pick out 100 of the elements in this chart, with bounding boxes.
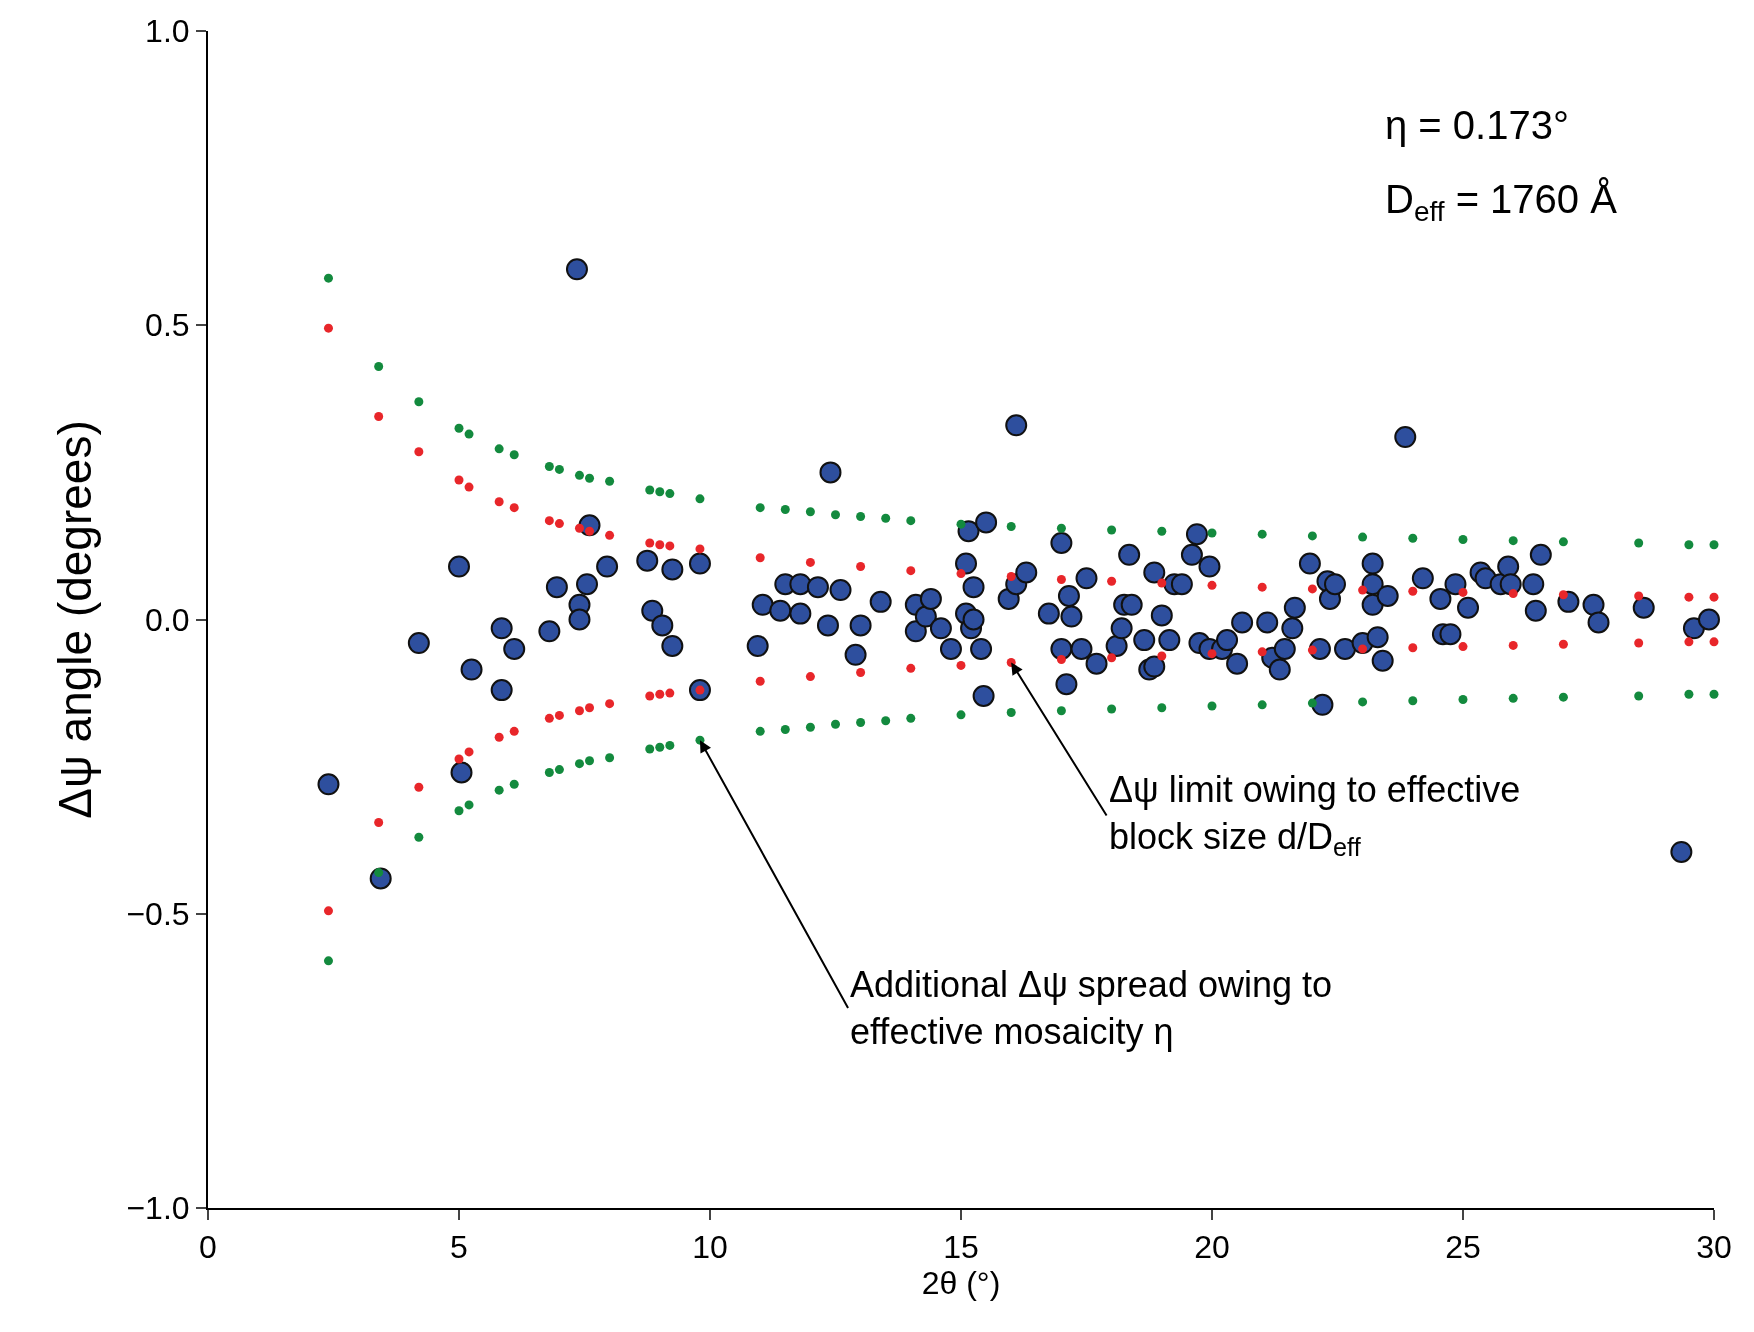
point <box>655 689 665 699</box>
point <box>665 688 675 698</box>
point <box>1207 701 1217 711</box>
point <box>1709 637 1719 647</box>
y-tick-label: 0.5 <box>145 307 190 344</box>
point <box>585 703 595 713</box>
point <box>1684 540 1694 550</box>
x-tick-label: 25 <box>1445 1229 1481 1266</box>
point <box>1408 586 1418 596</box>
annotation: D$_{eff}$ = 1760 Å <box>1385 177 1618 228</box>
point <box>956 569 966 579</box>
point <box>574 759 584 769</box>
point <box>755 503 765 513</box>
point <box>1408 643 1418 653</box>
point <box>1709 689 1719 699</box>
point <box>374 411 384 421</box>
point <box>1709 592 1719 602</box>
point <box>1107 653 1117 663</box>
point <box>906 566 916 576</box>
point <box>856 667 866 677</box>
point <box>1508 589 1518 599</box>
x-tick-label: 30 <box>1696 1229 1732 1266</box>
point <box>831 510 840 520</box>
point <box>554 464 564 474</box>
x-axis-title: 2θ (°) <box>921 1265 1001 1302</box>
point <box>1558 692 1568 702</box>
point <box>1684 689 1694 699</box>
point <box>1107 525 1117 535</box>
point <box>665 740 675 750</box>
point <box>509 726 519 736</box>
annotation: Additional Δψ spread owing to effective mosaicity η <box>850 964 1332 1052</box>
point <box>414 832 424 842</box>
point <box>494 785 504 795</box>
point <box>805 672 815 682</box>
point <box>574 523 584 533</box>
point <box>1358 644 1368 654</box>
point <box>454 475 464 485</box>
point <box>323 906 333 916</box>
point <box>509 450 519 460</box>
point <box>665 541 675 551</box>
point <box>665 489 675 499</box>
point <box>805 722 815 732</box>
point <box>780 504 790 514</box>
point <box>695 544 705 554</box>
point <box>605 530 615 540</box>
point <box>1207 580 1217 590</box>
point <box>1408 533 1418 543</box>
point <box>1107 576 1117 586</box>
point <box>881 513 891 523</box>
point <box>414 447 424 457</box>
point <box>1307 584 1317 594</box>
point <box>655 742 665 752</box>
point <box>956 710 966 720</box>
x-tick-label: 20 <box>1194 1229 1230 1266</box>
point <box>645 538 655 548</box>
point <box>755 726 765 736</box>
point <box>1207 528 1217 538</box>
point <box>1408 696 1418 706</box>
point <box>1006 572 1016 582</box>
point <box>454 423 464 433</box>
point <box>1458 587 1468 597</box>
point <box>554 519 564 529</box>
point <box>1257 647 1267 657</box>
point <box>1634 591 1644 601</box>
point <box>454 806 464 816</box>
point <box>1558 590 1568 600</box>
point <box>509 779 519 789</box>
point <box>831 719 840 729</box>
point <box>805 507 815 517</box>
point <box>374 868 384 878</box>
point <box>374 818 384 828</box>
point <box>414 782 424 792</box>
y-tick-label: 1.0 <box>145 13 190 50</box>
point <box>780 725 790 735</box>
point <box>585 526 595 536</box>
point <box>1358 585 1368 595</box>
point <box>1157 651 1167 661</box>
point <box>585 756 595 766</box>
point <box>655 487 665 497</box>
point <box>494 732 504 742</box>
point <box>509 503 519 513</box>
point <box>1634 638 1644 648</box>
point <box>1458 695 1468 705</box>
point <box>1508 536 1518 546</box>
point <box>906 516 916 526</box>
point <box>956 660 966 670</box>
y-tick-label: −1.0 <box>126 1190 190 1227</box>
point <box>645 485 655 495</box>
point <box>1257 582 1267 592</box>
point <box>1684 592 1694 602</box>
point <box>605 476 615 486</box>
point <box>1458 642 1468 652</box>
point <box>1157 526 1167 536</box>
y-axis-title: Δψ angle (degrees) <box>49 420 102 819</box>
point <box>494 497 504 507</box>
point <box>323 323 333 333</box>
point <box>323 956 333 966</box>
point <box>755 676 765 686</box>
point <box>856 562 866 572</box>
point <box>1358 697 1368 707</box>
